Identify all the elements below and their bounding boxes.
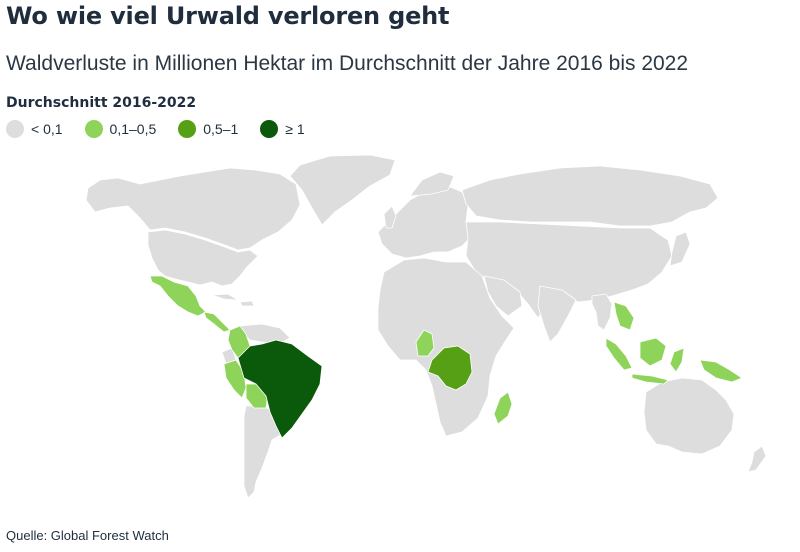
- map-region-madagascar: [493, 391, 513, 425]
- map-region-usa: [147, 229, 259, 287]
- map-region-new-zealand: [747, 445, 767, 473]
- map-region-russia: [461, 165, 719, 227]
- map-region-japan: [669, 231, 691, 267]
- map-region-arabia: [483, 275, 523, 317]
- map-region-new-guinea: [699, 359, 743, 383]
- map-region-brazil: [237, 339, 323, 439]
- map-region-central-america: [203, 311, 231, 333]
- map-region-peru: [223, 359, 247, 399]
- map-region-canada-alaska: [85, 167, 301, 251]
- chart-title: Wo wie viel Urwald verloren geht: [6, 2, 450, 30]
- map-region-malaysia-borneo: [639, 337, 667, 367]
- map-region-dr-congo: [427, 345, 473, 391]
- map-region-australia: [643, 377, 735, 455]
- map-region-mexico: [149, 275, 207, 317]
- map-region-greenland: [289, 154, 396, 226]
- chart-subtitle: Waldverluste in Millionen Hektar im Durc…: [6, 52, 689, 75]
- legend-item-0-1-0-5: 0,1–0,5: [84, 120, 157, 138]
- map-region-scandinavia: [409, 171, 455, 197]
- legend-item-gte-1: ≥ 1: [260, 120, 305, 138]
- legend-swatch-0-1-0-5: [84, 120, 103, 138]
- legend-swatch-lt-0-1: [6, 120, 24, 138]
- map-region-laos-cambodia: [613, 301, 635, 331]
- map-region-india: [537, 285, 577, 343]
- map-region-myanmar-thailand: [591, 293, 613, 331]
- legend-title: Durchschnitt 2016-2022: [6, 95, 197, 111]
- legend-item-lt-0-1: < 0,1: [6, 120, 63, 138]
- source-note: Quelle: Global Forest Watch: [6, 528, 169, 543]
- map-region-sulawesi: [669, 347, 685, 373]
- legend-label-0-5-1: 0,5–1: [203, 121, 239, 137]
- map-region-sumatra: [605, 337, 633, 371]
- map-region-cameroon: [415, 329, 435, 357]
- map-region-hispaniola: [239, 300, 255, 307]
- map-region-africa: [377, 257, 515, 437]
- legend-swatch-gte-1: [260, 120, 279, 138]
- world-map: [85, 154, 767, 499]
- map-region-uk: [383, 205, 397, 229]
- legend-label-lt-0-1: < 0,1: [31, 121, 63, 137]
- legend: < 0,1 0,1–0,5 0,5–1 ≥ 1: [6, 120, 327, 138]
- map-region-java: [631, 373, 669, 385]
- legend-label-gte-1: ≥ 1: [285, 121, 305, 137]
- legend-swatch-0-5-1: [178, 120, 197, 138]
- map-region-cuba: [211, 293, 239, 301]
- legend-label-0-1-0-5: 0,1–0,5: [109, 121, 157, 137]
- legend-item-0-5-1: 0,5–1: [178, 120, 238, 138]
